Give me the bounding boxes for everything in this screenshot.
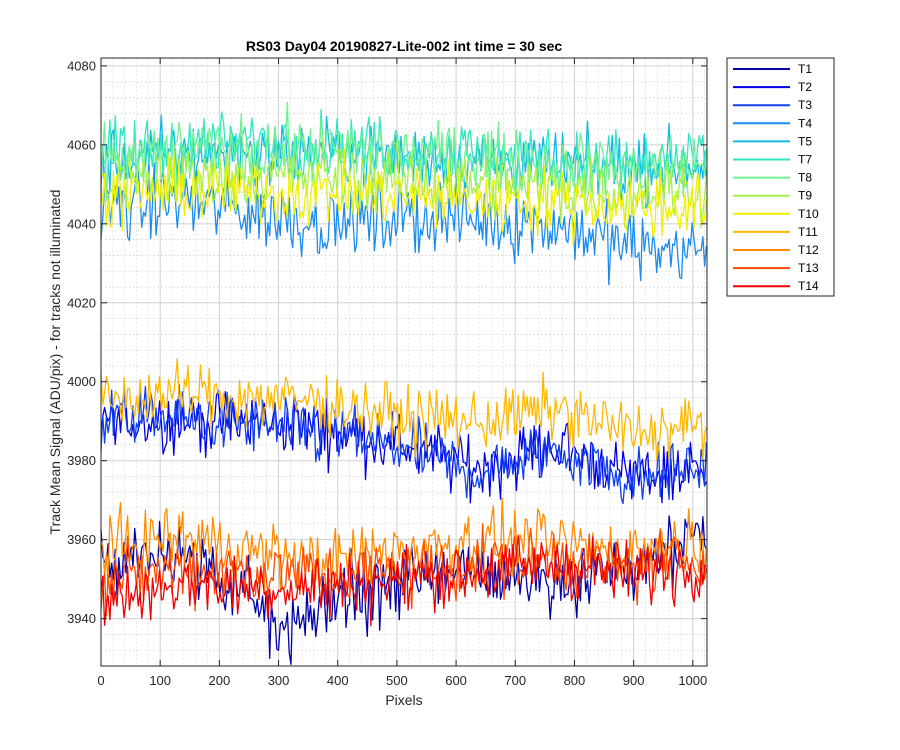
- legend-label-t2: T2: [798, 80, 812, 94]
- plot-area-frame: [100, 57, 708, 667]
- legend-label-t8: T8: [798, 171, 812, 185]
- x-tick-label: 0: [97, 673, 104, 688]
- y-axis-label: Track Mean Signal (ADU/pix) - for tracks…: [47, 190, 63, 535]
- series-line-t10: [100, 147, 708, 246]
- series-line-t3: [100, 383, 708, 505]
- legend-label-t9: T9: [798, 189, 812, 203]
- series-group: [100, 101, 708, 666]
- x-tick-label: 600: [445, 673, 467, 688]
- chart-title: RS03 Day04 20190827-Lite-002 int time = …: [246, 38, 563, 54]
- series-line-t12: [100, 497, 708, 592]
- y-tick-label: 4020: [67, 295, 96, 310]
- legend-label-t11: T11: [798, 225, 818, 239]
- x-tick-label: 1000: [678, 673, 707, 688]
- tick-labels: 0 100 200 300 400 500 600 700 800 900 1000 3940 3960…: [67, 58, 707, 688]
- x-tick-label: 300: [268, 673, 290, 688]
- x-tick-label: 200: [209, 673, 231, 688]
- legend-label-t14: T14: [798, 279, 819, 293]
- y-tick-label: 3940: [67, 611, 96, 626]
- legend-label-t5: T5: [798, 134, 812, 148]
- x-tick-label: 400: [327, 673, 349, 688]
- series-line-t9: [100, 136, 708, 228]
- x-tick-label: 100: [149, 673, 171, 688]
- legend-label-t7: T7: [798, 153, 812, 167]
- legend-label-t3: T3: [798, 98, 812, 112]
- x-tick-label: 900: [623, 673, 645, 688]
- legend-label-t4: T4: [798, 116, 812, 130]
- x-tick-label: 800: [564, 673, 586, 688]
- legend-label-t13: T13: [798, 261, 819, 275]
- x-axis-label: Pixels: [385, 692, 422, 708]
- y-tick-label: 4040: [67, 216, 96, 231]
- x-tick-label: 500: [386, 673, 408, 688]
- legend-items: T1 T2 T3 T4 T5 T7 T8 T9 T10 T11 T12 T13 T14: [733, 62, 819, 293]
- legend[interactable]: T1 T2 T3 T4 T5 T7 T8 T9 T10 T11 T12 T13 T14: [726, 57, 835, 297]
- ticks: [100, 58, 707, 666]
- series-line-t7: [100, 109, 708, 192]
- legend-label-t10: T10: [798, 207, 819, 221]
- y-tick-label: 3960: [67, 532, 96, 547]
- series-line-t8: [100, 101, 708, 202]
- x-tick-label: 700: [504, 673, 526, 688]
- y-tick-label: 4060: [67, 137, 96, 152]
- y-tick-label: 3980: [67, 453, 96, 468]
- series-line-t14: [100, 534, 707, 627]
- y-tick-label: 4000: [67, 374, 96, 389]
- y-tick-label: 4080: [67, 58, 96, 73]
- series-line-t11: [100, 357, 708, 461]
- series-line-t4: [100, 158, 708, 286]
- legend-label-t12: T12: [798, 243, 819, 257]
- legend-label-t1: T1: [798, 62, 812, 76]
